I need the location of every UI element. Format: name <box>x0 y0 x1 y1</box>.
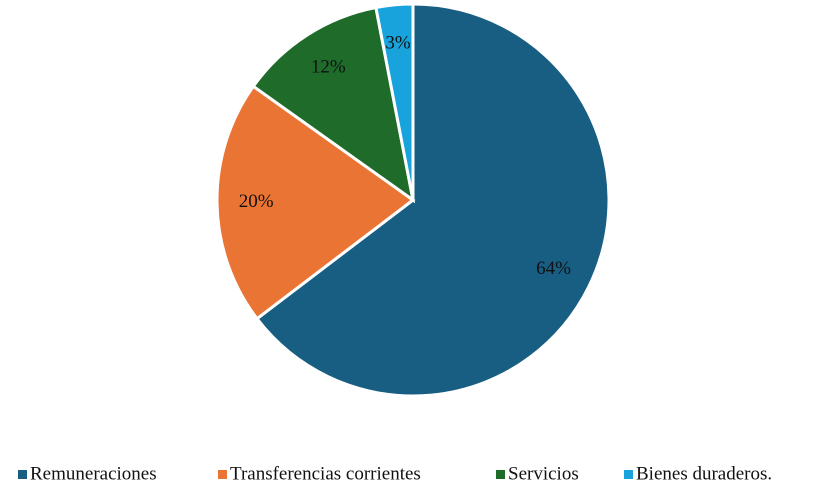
pie-slice <box>374 2 415 201</box>
legend-swatch <box>218 470 227 479</box>
data-label: 3% <box>385 32 411 53</box>
legend-label: Transferencias corrientes <box>230 463 421 484</box>
legend-label: Bienes duraderos. <box>636 463 772 484</box>
pie-slice <box>215 84 416 321</box>
legend-label: Servicios <box>508 463 579 484</box>
pie-slice <box>251 5 416 204</box>
data-label: 20% <box>239 191 274 212</box>
legend-swatch <box>18 470 27 479</box>
legend-swatch <box>496 470 505 479</box>
data-label: 64% <box>536 258 571 279</box>
data-label: 12% <box>311 56 346 77</box>
legend-swatch <box>624 470 633 479</box>
legend-label: Remuneraciones <box>30 463 157 484</box>
pie-slice <box>254 2 611 398</box>
